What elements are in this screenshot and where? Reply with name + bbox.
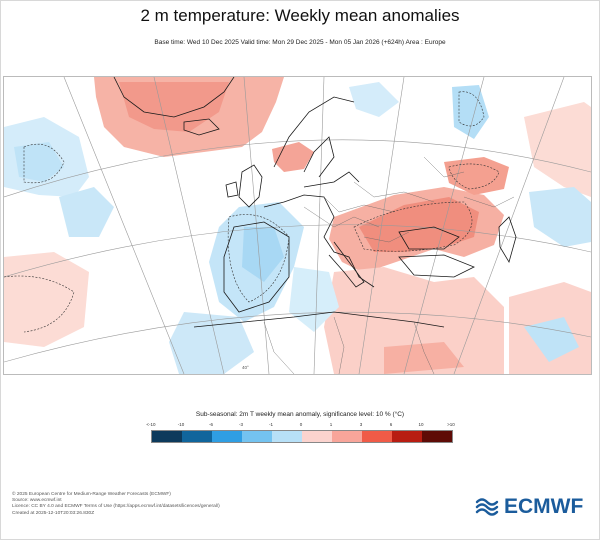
caspian-cold-anomaly [529, 187, 591, 247]
color-bar-segment [302, 431, 332, 442]
iberia-cold-core [242, 227, 284, 282]
legend-tick: 10 [418, 422, 424, 427]
legend-tick: -10 [177, 422, 185, 427]
color-bar-segment [422, 431, 452, 442]
footer-credits: © 2025 European Centre for Medium-Range … [12, 492, 220, 517]
uk-coast [238, 164, 263, 208]
color-bar-segment [212, 431, 242, 442]
created-line: Created at 2025-12-10T20:03:26.830Z [12, 510, 95, 516]
country-borders [263, 156, 515, 374]
italy-coast [328, 241, 365, 288]
black-sea-coast [398, 226, 460, 250]
color-bar-segment [182, 431, 212, 442]
color-bar-segment [152, 431, 182, 442]
legend-tick: 1 [329, 422, 333, 427]
legend-tick: >10 [447, 422, 455, 427]
greenland-coast [113, 77, 235, 118]
page-title: 2 m temperature: Weekly mean anomalies [140, 6, 460, 25]
scandinavia-warm-anomaly [272, 142, 314, 172]
source-line: Source: www.ecmwf.int [12, 498, 62, 504]
north-africa-warm-core [384, 342, 464, 374]
map-subtitle: Base time: Wed 10 Dec 2025 Valid time: M… [154, 39, 446, 46]
europe-mainland-coast [263, 194, 375, 288]
color-bar-segment [272, 431, 302, 442]
color-bar [151, 430, 453, 443]
legend-tick: 0 [299, 422, 303, 427]
siberia-cold-anomaly [349, 82, 399, 117]
licence-line: Licence: CC BY 4.0 and ECMWF Terms of Us… [12, 504, 220, 510]
color-bar-segment [362, 431, 392, 442]
asia-warm-anomaly [524, 102, 591, 197]
ecmwf-logo-icon [475, 498, 499, 516]
east-med-cold-anomaly [524, 317, 579, 362]
canada-cold-core [14, 142, 64, 182]
legend-ticks: <-10 -10 -6 -3 -1 0 1 3 6 10 >10 [141, 422, 461, 430]
color-bar-segment [332, 431, 362, 442]
latitude-label: 40° [242, 365, 249, 370]
iceland-coast [183, 118, 220, 136]
atlantic-cold-anomaly [59, 187, 114, 237]
anomaly-map[interactable]: 40° [3, 76, 592, 375]
legend-tick: 3 [359, 422, 363, 427]
legend-tick: <-10 [146, 422, 156, 427]
ural-warm-anomaly [444, 157, 509, 195]
color-bar-segment [392, 431, 422, 442]
copyright-line: © 2025 European Centre for Medium-Range … [12, 492, 171, 497]
iberia-coast [223, 221, 290, 313]
balkans-warm-core [359, 197, 479, 252]
atlantic-warm-anomaly [4, 252, 89, 347]
legend-tick: -1 [268, 422, 274, 427]
sweden-coast [303, 136, 335, 178]
ecmwf-logo-text: ECMWF [504, 495, 584, 518]
color-bar-segment [242, 431, 272, 442]
legend-title: Sub-seasonal: 2m T weekly mean anomaly, … [195, 411, 405, 418]
north-africa-warm-anomaly [324, 267, 504, 374]
coastlines [113, 77, 517, 328]
ecmwf-logo[interactable]: ECMWF [474, 494, 583, 520]
morocco-cold-anomaly [169, 312, 254, 374]
turkey-coast [398, 254, 475, 278]
norway-coast [273, 96, 355, 168]
legend-tick: -3 [238, 422, 244, 427]
baltic-coast [303, 171, 360, 188]
significance-contours [4, 91, 500, 333]
legend-tick: 6 [389, 422, 393, 427]
russia-cold-anomaly [452, 85, 489, 139]
legend-tick: -6 [208, 422, 214, 427]
caspian-coast [498, 216, 517, 264]
graticule [4, 77, 591, 374]
ireland-coast [225, 181, 239, 198]
